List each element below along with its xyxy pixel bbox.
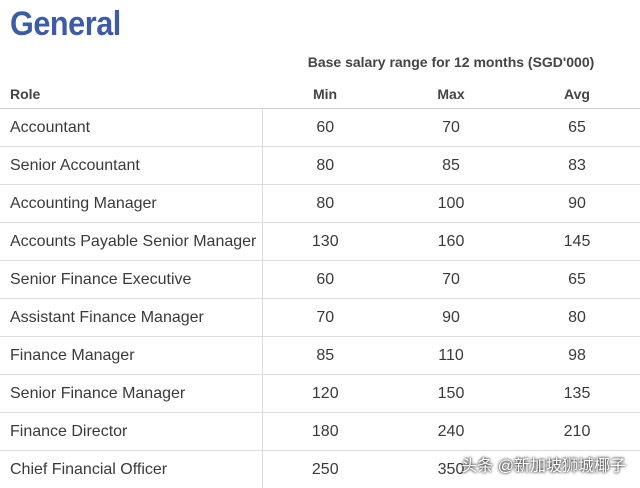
cell-min: 250	[311, 460, 339, 478]
cell-min: 85	[262, 336, 388, 375]
cell-max: 70	[388, 108, 514, 147]
cell-role: Chief Financial Officer	[0, 450, 263, 488]
cell-max: 85	[388, 146, 514, 185]
cell-avg: 210	[514, 412, 640, 451]
salary-table: Role Min Max Avg Accountant 60 70 65 Sen…	[0, 80, 640, 488]
cell-avg: 80	[514, 298, 640, 337]
cell-role: Accounts Payable Senior Manager	[0, 222, 263, 261]
cell-max: 150	[388, 374, 514, 413]
cell-min: 130	[262, 222, 388, 261]
cell-role: Finance Director	[0, 412, 263, 451]
salary-range-header: Base salary range for 12 months (SGD'000…	[307, 54, 595, 70]
cell-max: 350	[437, 460, 465, 478]
table-row: Senior Finance Manager 120 150 135	[0, 374, 640, 413]
cell-min: 60	[262, 108, 388, 147]
cell-role: Accountant	[0, 108, 263, 147]
cell-avg: 145	[514, 222, 640, 261]
cell-role: Senior Accountant	[0, 146, 263, 185]
cell-role: Senior Finance Manager	[0, 374, 263, 413]
table-row: Senior Accountant 80 85 83	[0, 146, 640, 185]
table-header-row: Role Min Max Avg	[0, 80, 640, 109]
cell-avg: 65	[514, 260, 640, 299]
cell-min: 70	[262, 298, 388, 337]
cell-max: 240	[388, 412, 514, 451]
cell-max: 70	[388, 260, 514, 299]
cell-avg: 65	[514, 108, 640, 147]
cell-role: Accounting Manager	[0, 184, 263, 223]
table-row: Finance Manager 85 110 98	[0, 336, 640, 375]
table-row: Assistant Finance Manager 70 90 80	[0, 298, 640, 337]
cell-max: 110	[388, 336, 514, 375]
cell-max: 160	[388, 222, 514, 261]
table-row: Accounting Manager 80 100 90	[0, 184, 640, 223]
table-row: Accountant 60 70 65	[0, 108, 640, 147]
column-header-min: Min	[262, 80, 388, 109]
cell-role: Finance Manager	[0, 336, 263, 375]
watermark: 头条 @新加坡狮城椰子	[461, 458, 626, 475]
table-row: Senior Finance Executive 60 70 65	[0, 260, 640, 299]
cell-max: 100	[388, 184, 514, 223]
table-row: Chief Financial Officer 250 350	[0, 450, 640, 488]
cell-avg: 90	[514, 184, 640, 223]
cell-min: 80	[262, 146, 388, 185]
cell-avg: 83	[514, 146, 640, 185]
column-header-max: Max	[388, 80, 514, 109]
column-header-role: Role	[0, 80, 262, 109]
page-title: General	[10, 5, 121, 43]
cell-role: Assistant Finance Manager	[0, 298, 263, 337]
cell-max: 90	[388, 298, 514, 337]
table-row: Finance Director 180 240 210	[0, 412, 640, 451]
table-row: Accounts Payable Senior Manager 130 160 …	[0, 222, 640, 261]
column-header-avg: Avg	[514, 80, 640, 109]
cell-min: 80	[262, 184, 388, 223]
cell-min: 120	[262, 374, 388, 413]
cell-min: 180	[262, 412, 388, 451]
cell-avg: 98	[514, 336, 640, 375]
cell-role: Senior Finance Executive	[0, 260, 263, 299]
cell-avg: 135	[514, 374, 640, 413]
cell-min: 60	[262, 260, 388, 299]
